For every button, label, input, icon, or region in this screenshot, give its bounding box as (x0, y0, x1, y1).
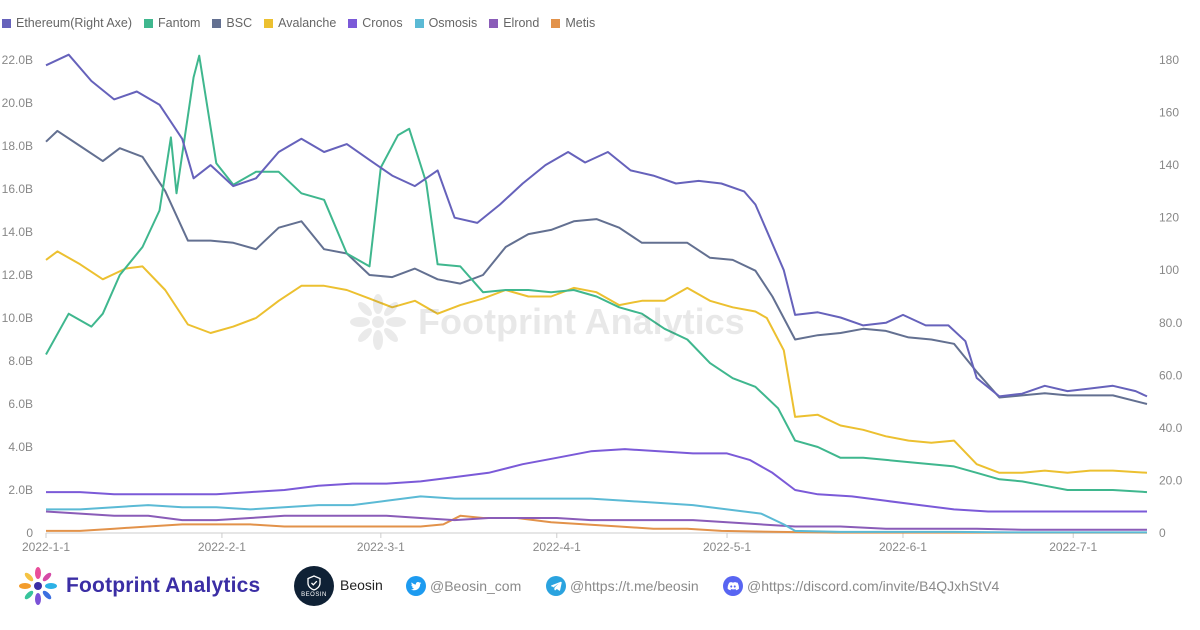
legend-item[interactable]: Elrond (489, 16, 539, 30)
legend-swatch (144, 18, 154, 28)
footprint-logo-icon (350, 294, 406, 350)
y-right-tick-label: 40.0 (1159, 421, 1183, 435)
legend-label: BSC (226, 16, 253, 30)
y-left-tick-label: 18.0B (2, 139, 33, 153)
legend-label: Ethereum(Right Axe) (16, 16, 133, 30)
y-left-tick-label: 4.0B (8, 440, 33, 454)
telegram-icon (546, 576, 566, 596)
x-tick-label: 2022-1-1 (22, 540, 70, 554)
twitter-link[interactable]: @Beosin_com (406, 576, 521, 596)
y-left-tick-label: 0 (26, 526, 33, 540)
twitter-icon (406, 576, 426, 596)
x-tick-label: 2022-4-1 (533, 540, 581, 554)
legend-label: Osmosis (428, 16, 478, 30)
legend-label: Avalanche (278, 16, 337, 30)
legend-item[interactable]: Osmosis (414, 16, 478, 30)
x-tick-label: 2022-2-1 (198, 540, 246, 554)
y-left-tick-label: 20.0B (2, 96, 33, 110)
beosin-logo-text: BEOSIN (301, 591, 327, 598)
y-left-tick-label: 2.0B (8, 483, 33, 497)
x-tick-label: 2022-3-1 (357, 540, 405, 554)
y-right-tick-label: 0 (1159, 526, 1166, 540)
y-right-tick-label: 60.0 (1159, 368, 1183, 382)
series-line-cronos (46, 448, 1147, 513)
legend-item[interactable]: Avalanche (264, 16, 336, 30)
legend-item[interactable]: Ethereum(Right Axe) (2, 16, 132, 30)
y-right-tick-label: 20.0 (1159, 473, 1183, 487)
footprint-brand[interactable]: Footprint Analytics (18, 566, 260, 606)
legend-swatch (348, 18, 358, 28)
x-tick-label: 2022-5-1 (703, 540, 751, 554)
y-right-tick-label: 140 (1159, 158, 1179, 172)
series-line-avalanche (45, 250, 1148, 474)
legend-label: Elrond (503, 16, 540, 30)
axes: 0 2.0B 4.0B 6.0B 8.0B 10.0B 12.0B 14.0B 16.0B 18.… (2, 53, 1183, 554)
footer: Footprint Analytics BEOSIN Beosin @Beosi… (0, 560, 1200, 620)
y-left-tick-label: 22.0B (2, 53, 33, 67)
y-right-tick-label: 120 (1159, 211, 1179, 225)
legend-swatch (264, 18, 274, 28)
legend-item[interactable]: BSC (212, 16, 252, 30)
series-line-elrond (45, 510, 1147, 531)
legend-item[interactable]: Fantom (144, 16, 200, 30)
discord-link[interactable]: @https://discord.com/invite/B4QJxhStV4 (723, 576, 999, 596)
series-line-ethereum-right-axe (45, 53, 1148, 398)
telegram-handle: @https://t.me/beosin (570, 578, 699, 594)
y-left-tick-label: 8.0B (8, 354, 33, 368)
y-right-tick-label: 100 (1159, 263, 1179, 277)
y-left-tick-label: 12.0B (2, 268, 33, 282)
legend-swatch (414, 18, 424, 28)
y-left-tick-label: 6.0B (8, 397, 33, 411)
legend-item[interactable]: Metis (551, 16, 595, 30)
legend-label: Fantom (158, 16, 201, 30)
discord-icon (723, 576, 743, 596)
legend-swatch (551, 18, 561, 28)
x-tick-label: 2022-6-1 (879, 540, 927, 554)
twitter-handle: @Beosin_com (430, 578, 522, 594)
footprint-logo-icon (19, 567, 57, 605)
y-left-tick-label: 14.0B (2, 225, 33, 239)
discord-handle: @https://discord.com/invite/B4QJxhStV4 (747, 578, 1000, 594)
brand-name: Footprint Analytics (66, 574, 261, 597)
legend-swatch (212, 18, 222, 28)
y-right-tick-label: 80.0 (1159, 316, 1183, 330)
chart-legend: Ethereum(Right Axe) Fantom BSC Avalanche Cro… (2, 16, 607, 30)
beosin-logo[interactable]: BEOSIN (294, 566, 334, 606)
legend-label: Cronos (362, 16, 403, 30)
telegram-link[interactable]: @https://t.me/beosin (546, 576, 699, 596)
y-left-tick-label: 10.0B (2, 311, 33, 325)
series-lines (45, 53, 1148, 534)
series-line-bsc (45, 129, 1148, 405)
x-tick-label: 2022-7-1 (1049, 540, 1097, 554)
y-left-tick-label: 16.0B (2, 182, 33, 196)
series-line-metis (46, 514, 1147, 534)
shield-icon (307, 574, 321, 591)
legend-swatch (489, 18, 499, 28)
y-right-tick-label: 180 (1159, 53, 1179, 67)
line-chart: 0 2.0B 4.0B 6.0B 8.0B 10.0B 12.0B 14.0B 16.0B 18.… (2, 53, 1183, 554)
series-line-fantom (45, 54, 1148, 494)
legend-swatch (2, 18, 11, 28)
legend-item[interactable]: Cronos (348, 16, 403, 30)
legend-label: Metis (565, 16, 596, 30)
watermark: Footprint Analytics (348, 292, 745, 352)
series-line-osmosis (46, 495, 1147, 534)
partner-name: Beosin (340, 577, 383, 593)
y-right-tick-label: 160 (1159, 106, 1179, 120)
watermark-text: Footprint Analytics (418, 301, 745, 342)
